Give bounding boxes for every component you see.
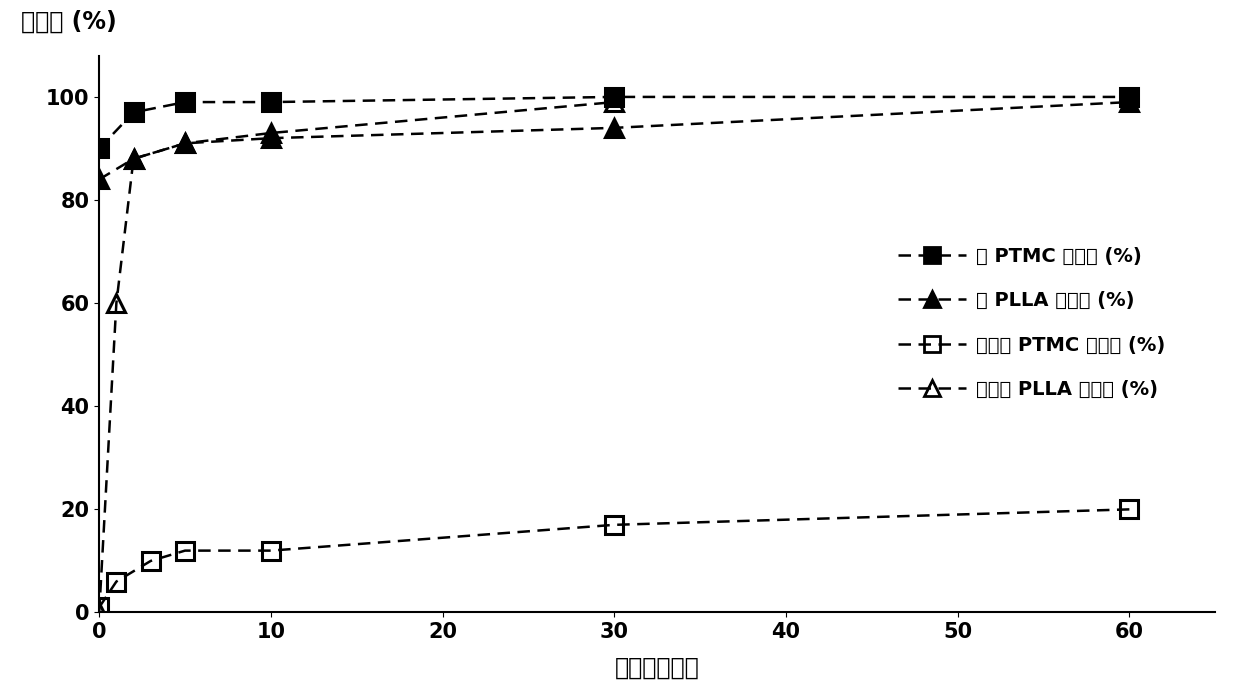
共聚中 PTMC 转化率 (%) bbox=[263, 546, 278, 555]
共聚中 PLLA 转化率 (%) bbox=[263, 129, 278, 137]
Line: 均 PLLA 转化率 (%): 均 PLLA 转化率 (%) bbox=[91, 93, 1138, 189]
共聚中 PTMC 转化率 (%) bbox=[1122, 505, 1137, 514]
均 PLLA 转化率 (%) bbox=[606, 124, 621, 132]
均 PLLA 转化率 (%) bbox=[1122, 98, 1137, 106]
共聚中 PTMC 转化率 (%) bbox=[109, 578, 124, 586]
共聚中 PLLA 转化率 (%) bbox=[606, 98, 621, 106]
共聚中 PLLA 转化率 (%) bbox=[109, 299, 124, 308]
X-axis label: 时间（分钟）: 时间（分钟） bbox=[615, 656, 699, 680]
Line: 均 PTMC 转化率 (%): 均 PTMC 转化率 (%) bbox=[91, 88, 1138, 157]
共聚中 PTMC 转化率 (%) bbox=[177, 546, 192, 555]
均 PTMC 转化率 (%) bbox=[263, 98, 278, 106]
共聚中 PTMC 转化率 (%) bbox=[92, 603, 107, 612]
均 PLLA 转化率 (%) bbox=[92, 175, 107, 184]
均 PTMC 转化率 (%) bbox=[606, 93, 621, 101]
均 PTMC 转化率 (%) bbox=[92, 144, 107, 152]
均 PLLA 转化率 (%) bbox=[126, 155, 141, 163]
Text: 转化率 (%): 转化率 (%) bbox=[21, 10, 117, 33]
共聚中 PLLA 转化率 (%) bbox=[177, 139, 192, 148]
均 PTMC 转化率 (%) bbox=[177, 98, 192, 106]
共聚中 PLLA 转化率 (%) bbox=[126, 155, 141, 163]
Line: 共聚中 PLLA 转化率 (%): 共聚中 PLLA 转化率 (%) bbox=[91, 93, 624, 622]
共聚中 PTMC 转化率 (%) bbox=[144, 557, 159, 565]
均 PLLA 转化率 (%) bbox=[177, 139, 192, 148]
均 PLLA 转化率 (%) bbox=[263, 134, 278, 143]
共聚中 PLLA 转化率 (%) bbox=[92, 608, 107, 617]
共聚中 PTMC 转化率 (%) bbox=[606, 521, 621, 529]
Line: 共聚中 PTMC 转化率 (%): 共聚中 PTMC 转化率 (%) bbox=[91, 500, 1138, 617]
均 PTMC 转化率 (%) bbox=[1122, 93, 1137, 101]
均 PTMC 转化率 (%) bbox=[126, 108, 141, 116]
Legend: 均 PTMC 转化率 (%), 均 PLLA 转化率 (%), 共聚中 PTMC 转化率 (%), 共聚中 PLLA 转化率 (%): 均 PTMC 转化率 (%), 均 PLLA 转化率 (%), 共聚中 PTMC… bbox=[890, 239, 1173, 406]
